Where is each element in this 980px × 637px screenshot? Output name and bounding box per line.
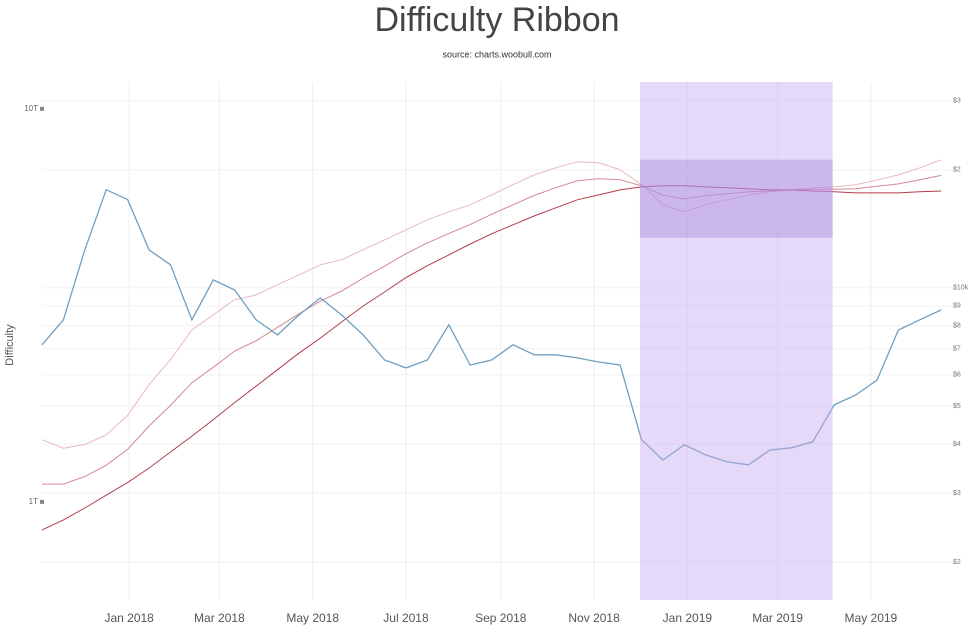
y-tick-label: 1T — [29, 497, 38, 506]
x-tick-label: Sep 2018 — [475, 611, 527, 625]
highlight-band — [639, 82, 833, 600]
y-tick-label: 10T — [24, 104, 38, 113]
y2-tick-label: $6 — [953, 372, 961, 379]
price-line — [41, 188, 942, 466]
y2-tick-label: $3 — [953, 490, 961, 497]
lines — [41, 159, 942, 531]
grid — [42, 82, 955, 600]
y2-tick-label: $8 — [953, 323, 961, 330]
chart-title: Difficulty Ribbon — [374, 1, 619, 39]
x-tick-label: Jan 2018 — [104, 611, 154, 625]
x-tick-label: Jan 2019 — [663, 611, 713, 625]
highlight — [639, 82, 833, 600]
x-tick-label: May 2019 — [845, 611, 898, 625]
x-tick-label: Nov 2018 — [568, 611, 620, 625]
y2-tick-label: $2 — [953, 559, 961, 566]
y2-tick-label: $5 — [953, 403, 961, 410]
x-tick-label: Mar 2018 — [194, 611, 245, 625]
y2-tick-label: $2 — [953, 167, 961, 174]
y2-tick-label: $10k — [953, 285, 969, 292]
y2-tick-label: $3 — [953, 98, 961, 105]
y2-tick-label: $4 — [953, 441, 961, 448]
ribbon-line — [41, 185, 942, 531]
y2-tick-label: $9 — [953, 303, 961, 310]
x-tick-label: Jul 2018 — [383, 611, 429, 625]
y2-tick-label: $7 — [953, 345, 961, 352]
axes: Jan 2018 Mar 2018 May 2018 Jul 2018 Sep 2018… — [24, 98, 968, 626]
highlight-box — [639, 159, 833, 238]
y-tick-mark — [40, 499, 44, 504]
y-tick-mark — [40, 106, 44, 111]
chart-subtitle: source: charts.woobull.com — [442, 49, 551, 59]
y-axis-label: Difficulty — [4, 324, 16, 366]
x-tick-label: Mar 2019 — [752, 611, 803, 625]
x-tick-label: May 2018 — [286, 611, 339, 625]
